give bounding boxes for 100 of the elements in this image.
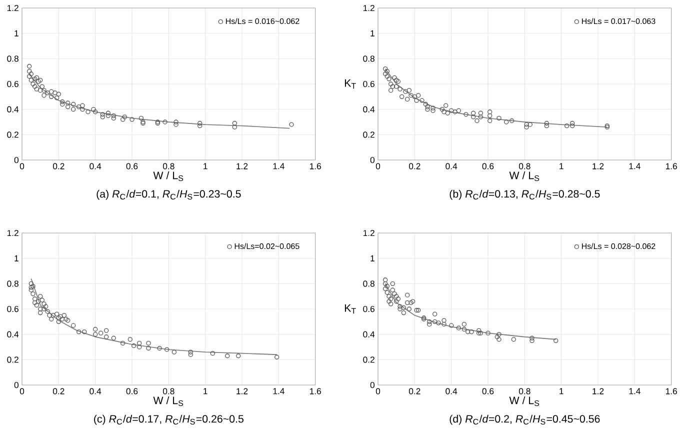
point — [388, 296, 394, 302]
point — [289, 122, 294, 127]
x-tick-label: 0.8 — [162, 388, 174, 394]
point — [414, 98, 419, 103]
point — [64, 316, 68, 322]
point — [157, 346, 162, 351]
x-tick-label: 1 — [204, 388, 208, 394]
point — [449, 108, 454, 113]
point — [432, 319, 438, 324]
x-tick-label: 1 — [560, 163, 564, 170]
point — [544, 123, 550, 128]
point — [427, 322, 432, 327]
point — [524, 122, 529, 127]
point — [488, 113, 492, 118]
point — [442, 110, 446, 114]
x-tick-label: 0.2 — [408, 163, 420, 170]
point — [510, 118, 514, 124]
y-tick-label: 0.2 — [7, 356, 18, 363]
point — [106, 113, 111, 118]
x-tick-label: 0 — [376, 163, 380, 170]
point — [386, 294, 392, 299]
y-tick-label: 0.8 — [7, 56, 18, 62]
point — [30, 284, 36, 289]
point — [403, 89, 408, 94]
point — [384, 284, 390, 289]
y-tick-label: 1 — [14, 30, 18, 36]
x-tick-label: 0.4 — [90, 388, 102, 394]
point — [464, 112, 468, 117]
y-axis-title: K$_{T}$ — [344, 79, 356, 89]
point — [406, 306, 412, 312]
point — [488, 110, 492, 114]
point — [274, 354, 280, 360]
point — [58, 314, 63, 319]
point — [137, 344, 142, 350]
legend-label: Hs/Ls=0.02~0.065 — [234, 243, 300, 250]
x-tick-label: 0.4 — [446, 388, 458, 394]
point — [38, 88, 43, 93]
point — [570, 120, 575, 126]
point — [111, 336, 116, 340]
legend-label: Hs/Ls = 0.017~0.063 — [582, 18, 656, 24]
point — [394, 299, 399, 304]
point — [398, 86, 402, 92]
point — [60, 102, 65, 107]
point — [390, 288, 396, 292]
point — [34, 75, 40, 80]
point — [405, 292, 410, 298]
point — [432, 312, 438, 316]
legend-label: Hs/Ls = 0.016~0.062 — [226, 18, 300, 24]
point — [71, 323, 76, 328]
line-series — [30, 278, 278, 356]
point — [564, 123, 570, 128]
point — [80, 103, 85, 108]
point — [504, 120, 509, 124]
point — [28, 288, 34, 292]
point — [120, 117, 126, 122]
point — [384, 68, 390, 74]
point — [93, 110, 98, 114]
point — [383, 72, 388, 76]
point — [93, 326, 98, 332]
point — [511, 337, 516, 342]
point — [122, 114, 128, 120]
point — [32, 84, 38, 89]
point — [28, 281, 34, 286]
point — [494, 334, 500, 340]
point — [401, 310, 406, 316]
point — [60, 316, 65, 322]
point — [474, 118, 480, 124]
point — [478, 114, 484, 120]
point — [137, 340, 142, 346]
x-tick-label: 1 — [560, 388, 564, 394]
point — [496, 332, 502, 337]
point — [452, 110, 458, 114]
point — [38, 294, 43, 299]
point — [383, 281, 388, 286]
point — [462, 322, 467, 327]
point — [476, 328, 482, 333]
point — [416, 308, 421, 313]
point — [60, 99, 65, 104]
point — [398, 304, 402, 309]
point — [132, 343, 136, 348]
point — [386, 299, 392, 304]
x-axis-title: W / L$_{S}$ — [153, 171, 184, 182]
point — [440, 107, 445, 112]
point — [111, 116, 116, 121]
x-tick-label: 0 — [376, 388, 380, 394]
point — [390, 281, 396, 286]
point — [414, 308, 419, 313]
point — [76, 104, 82, 110]
point — [93, 332, 98, 337]
y-tick-label: 0 — [14, 156, 19, 164]
point — [408, 93, 414, 98]
chart-title: (d) R$_{C}$/d=0.2, R$_{C}$/H$_{S}$=0.45~0.56 — [450, 414, 600, 425]
y-tick-label: 1.2 — [7, 4, 18, 12]
y-tick-label: 0 — [14, 382, 19, 388]
y-tick-label: 0.6 — [363, 306, 374, 312]
point — [40, 84, 45, 89]
point — [38, 310, 43, 316]
x-tick-label: 0.8 — [162, 163, 174, 170]
chart-title: (a) R$_{C}$/d=0.1, R$_{C}$/H$_{S}$=0.23~0.5 — [96, 190, 241, 200]
point — [66, 104, 70, 110]
